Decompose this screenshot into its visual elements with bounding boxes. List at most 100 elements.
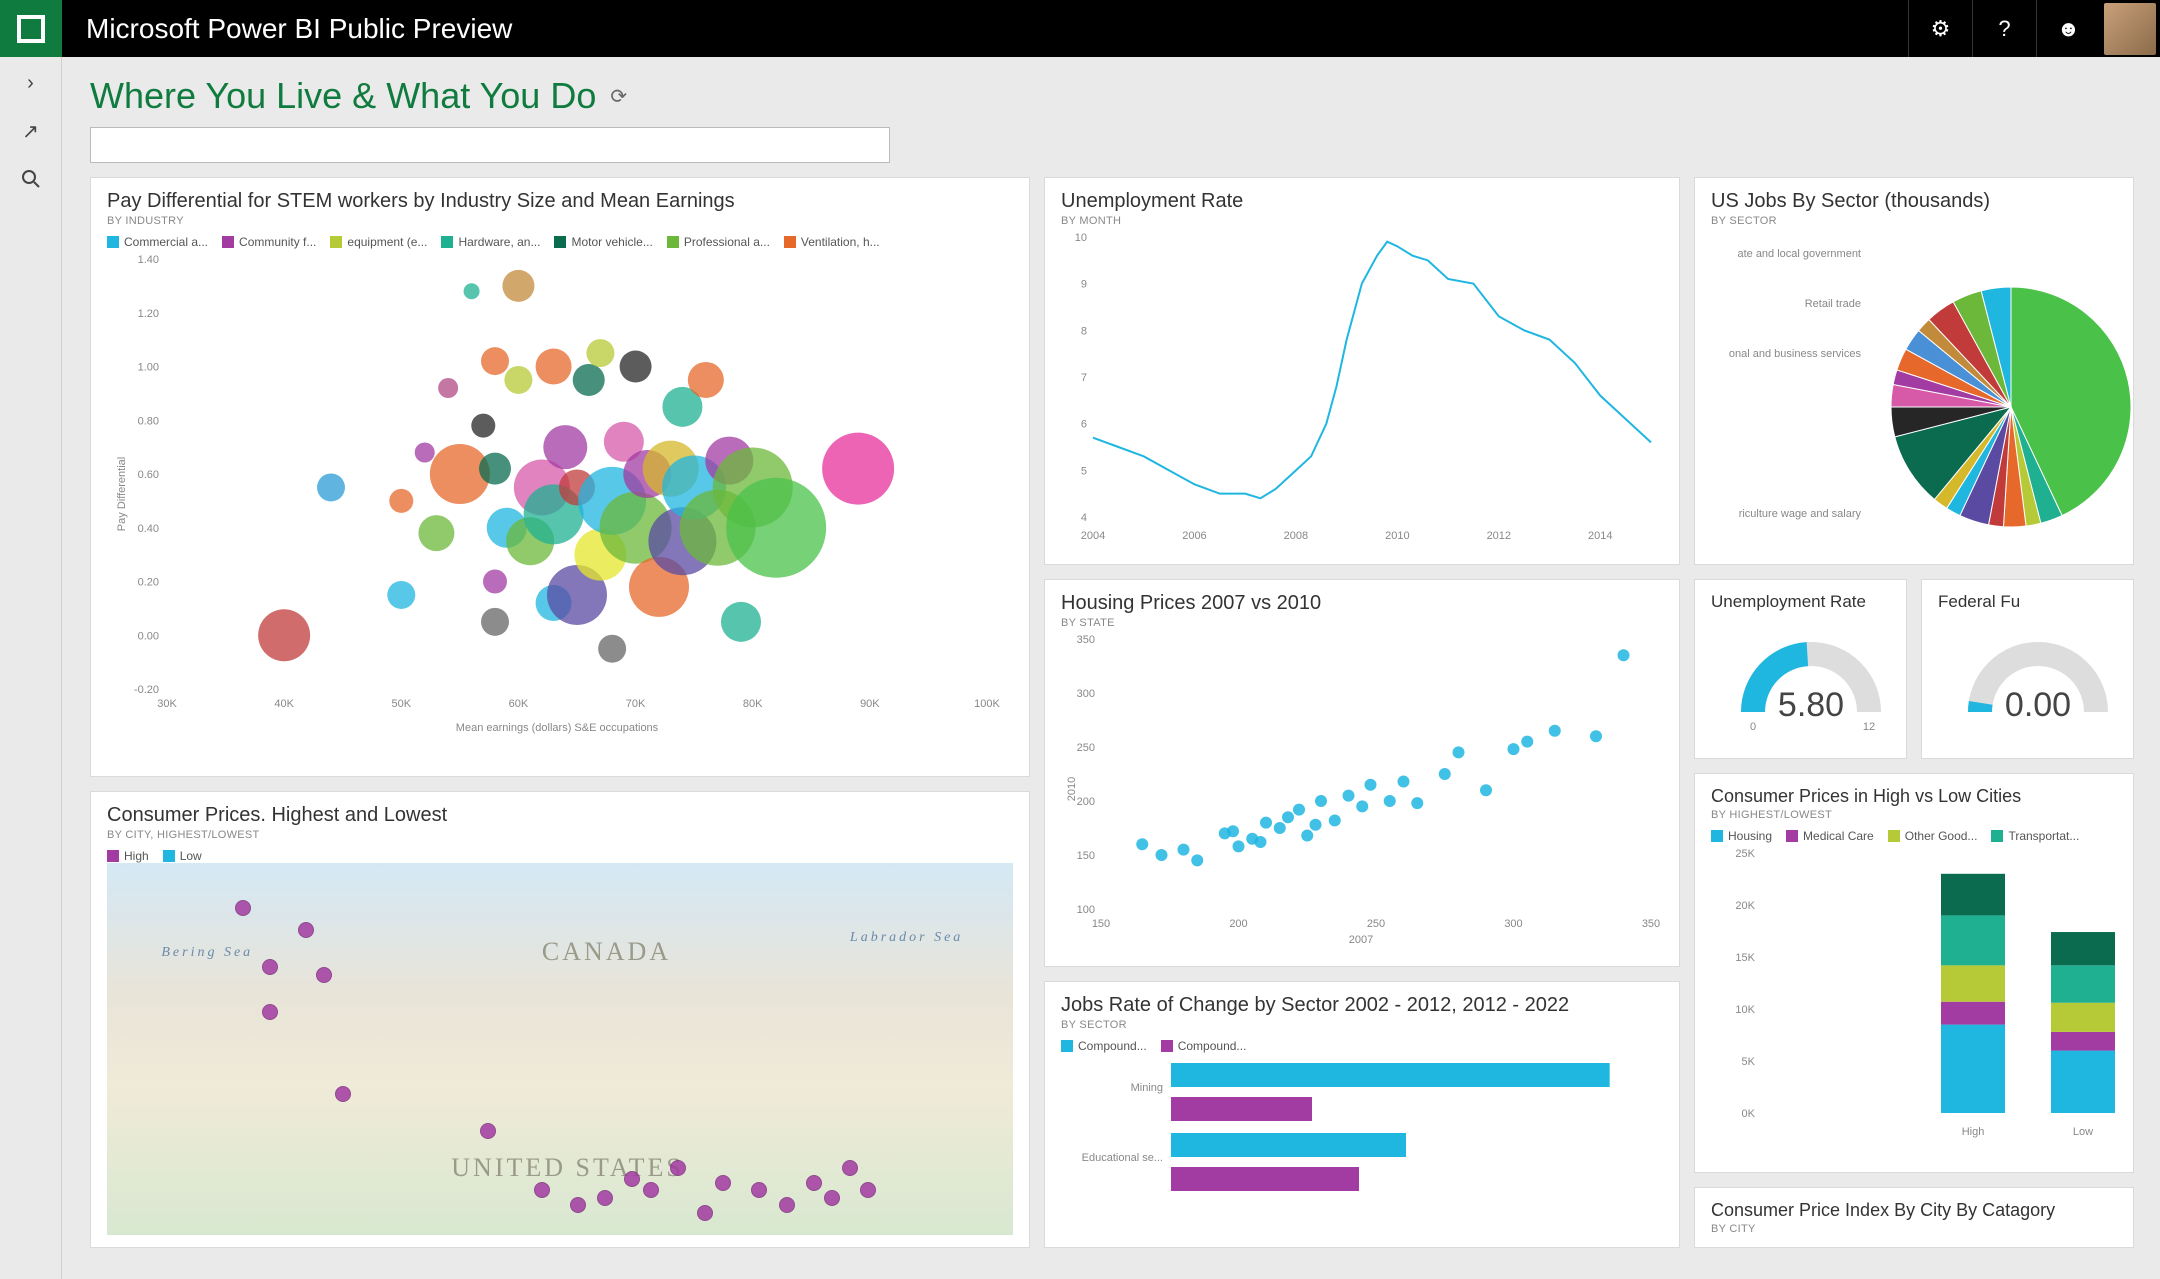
tile-sub: BY MONTH <box>1061 215 1663 227</box>
svg-text:2010: 2010 <box>1385 530 1409 542</box>
tile-housing[interactable]: Housing Prices 2007 vs 2010 BY STATE 100… <box>1044 579 1680 967</box>
scatter-chart: 1001502002503003501502002503003502007201… <box>1061 629 1661 949</box>
svg-text:20K: 20K <box>1735 900 1755 912</box>
svg-text:350: 350 <box>1642 918 1660 930</box>
search-icon[interactable] <box>17 165 45 193</box>
svg-text:5K: 5K <box>1742 1056 1756 1068</box>
content: Where You Live & What You Do ⟳ Pay Diffe… <box>62 57 2160 1279</box>
svg-text:2008: 2008 <box>1284 530 1308 542</box>
tile-sub: BY CITY, HIGHEST/LOWEST <box>107 829 1013 841</box>
tile-title: Federal Fu <box>1938 592 2117 612</box>
svg-text:90K: 90K <box>860 698 880 710</box>
tile-title: Consumer Prices. Highest and Lowest <box>107 804 1013 827</box>
svg-text:100K: 100K <box>974 698 1000 710</box>
tile-cpi[interactable]: Consumer Price Index By City By Catagory… <box>1694 1187 2134 1248</box>
left-rail: › ↗ <box>0 57 62 1279</box>
svg-text:0.80: 0.80 <box>138 415 159 427</box>
svg-text:-0.20: -0.20 <box>134 684 159 696</box>
feedback-icon[interactable]: ☻ <box>2036 0 2100 57</box>
tile-title: Housing Prices 2007 vs 2010 <box>1061 592 1663 615</box>
tile-title: Pay Differential for STEM workers by Ind… <box>107 190 1013 213</box>
svg-text:25K: 25K <box>1735 848 1755 860</box>
legend: HighLow <box>107 849 1013 863</box>
svg-text:5: 5 <box>1081 465 1087 477</box>
svg-text:70K: 70K <box>626 698 646 710</box>
map: CANADA UNITED STATES Bering Sea Labrador… <box>107 863 1013 1235</box>
svg-text:Mean earnings (dollars) S&E oc: Mean earnings (dollars) S&E occupations <box>456 722 659 734</box>
svg-text:300: 300 <box>1077 688 1095 700</box>
avatar[interactable] <box>2104 3 2156 55</box>
svg-text:Pay Differential: Pay Differential <box>116 457 128 531</box>
svg-text:150: 150 <box>1092 918 1110 930</box>
svg-text:50K: 50K <box>391 698 411 710</box>
tile-sub: BY SECTOR <box>1711 215 2117 227</box>
tile-pay-differential[interactable]: Pay Differential for STEM workers by Ind… <box>90 177 1030 777</box>
svg-text:1.20: 1.20 <box>138 308 159 320</box>
map-label-canada: CANADA <box>542 937 671 967</box>
help-icon[interactable]: ? <box>1972 0 2036 57</box>
svg-text:4: 4 <box>1081 512 1087 524</box>
svg-text:2006: 2006 <box>1182 530 1206 542</box>
svg-text:0: 0 <box>1750 721 1756 732</box>
line-chart: 45678910200420062008201020122014 <box>1061 227 1661 547</box>
svg-text:2004: 2004 <box>1081 530 1105 542</box>
svg-text:Educational se...: Educational se... <box>1082 1152 1163 1164</box>
tile-title: Jobs Rate of Change by Sector 2002 - 201… <box>1061 994 1663 1017</box>
svg-text:1.40: 1.40 <box>138 254 159 266</box>
legend: HousingMedical CareOther Good...Transpor… <box>1711 829 2117 843</box>
svg-text:6: 6 <box>1081 419 1087 431</box>
svg-text:2010: 2010 <box>1066 777 1078 801</box>
map-label-bering: Bering Sea <box>161 945 253 961</box>
map-label-us: UNITED STATES <box>451 1153 684 1183</box>
app-title: Microsoft Power BI Public Preview <box>86 13 1908 45</box>
tile-unemployment[interactable]: Unemployment Rate BY MONTH 4567891020042… <box>1044 177 1680 565</box>
legend: Compound...Compound... <box>1061 1039 1663 1053</box>
svg-text:0.00: 0.00 <box>138 630 159 642</box>
bubble-chart: -0.200.000.200.400.600.801.001.201.4030K… <box>107 249 1007 739</box>
svg-text:ate and local government: ate and local government <box>1737 248 1861 260</box>
gauge-chart: 0.00 <box>1938 612 2134 732</box>
svg-text:0.20: 0.20 <box>138 577 159 589</box>
tile-gauge-federal[interactable]: Federal Fu 0.00 <box>1921 579 2134 759</box>
svg-text:100: 100 <box>1077 904 1095 916</box>
svg-text:onal and business services: onal and business services <box>1729 348 1862 360</box>
tile-title: Consumer Prices in High vs Low Cities <box>1711 786 2117 807</box>
tile-sub: BY INDUSTRY <box>107 215 1013 227</box>
map-label-labrador: Labrador Sea <box>850 930 963 946</box>
search-input[interactable] <box>90 127 890 163</box>
svg-text:High: High <box>1962 1126 1985 1138</box>
svg-text:Low: Low <box>2073 1126 2093 1138</box>
svg-text:250: 250 <box>1077 742 1095 754</box>
svg-text:riculture wage and salary: riculture wage and salary <box>1739 508 1862 520</box>
tile-sub: BY SECTOR <box>1061 1019 1663 1031</box>
svg-text:0.60: 0.60 <box>138 469 159 481</box>
tile-title: Unemployment Rate <box>1711 592 1890 612</box>
svg-text:0K: 0K <box>1742 1108 1756 1120</box>
tile-gauge-unemployment[interactable]: Unemployment Rate 5.80012 <box>1694 579 1907 759</box>
app-logo[interactable] <box>0 0 62 57</box>
gear-icon[interactable]: ⚙ <box>1908 0 1972 57</box>
svg-text:8: 8 <box>1081 325 1087 337</box>
svg-text:Retail trade: Retail trade <box>1805 298 1861 310</box>
svg-text:200: 200 <box>1229 918 1247 930</box>
share-icon[interactable]: ↗ <box>17 117 45 145</box>
tile-stacked[interactable]: Consumer Prices in High vs Low Cities BY… <box>1694 773 2134 1173</box>
svg-text:80K: 80K <box>743 698 763 710</box>
gauge-chart: 5.80012 <box>1711 612 1907 732</box>
tile-pie[interactable]: US Jobs By Sector (thousands) BY SECTOR … <box>1694 177 2134 565</box>
page-title: Where You Live & What You Do <box>90 75 596 117</box>
svg-text:350: 350 <box>1077 634 1095 646</box>
tile-consumer-map[interactable]: Consumer Prices. Highest and Lowest BY C… <box>90 791 1030 1248</box>
svg-text:300: 300 <box>1504 918 1522 930</box>
svg-text:200: 200 <box>1077 796 1095 808</box>
svg-text:40K: 40K <box>274 698 294 710</box>
svg-text:30K: 30K <box>157 698 177 710</box>
topbar: Microsoft Power BI Public Preview ⚙ ? ☻ <box>0 0 2160 57</box>
svg-text:7: 7 <box>1081 372 1087 384</box>
tile-jobs-rate[interactable]: Jobs Rate of Change by Sector 2002 - 201… <box>1044 981 1680 1248</box>
svg-text:250: 250 <box>1367 918 1385 930</box>
svg-text:60K: 60K <box>509 698 529 710</box>
refresh-icon[interactable]: ⟳ <box>610 84 627 109</box>
chevron-right-icon[interactable]: › <box>17 69 45 97</box>
svg-text:2012: 2012 <box>1487 530 1511 542</box>
